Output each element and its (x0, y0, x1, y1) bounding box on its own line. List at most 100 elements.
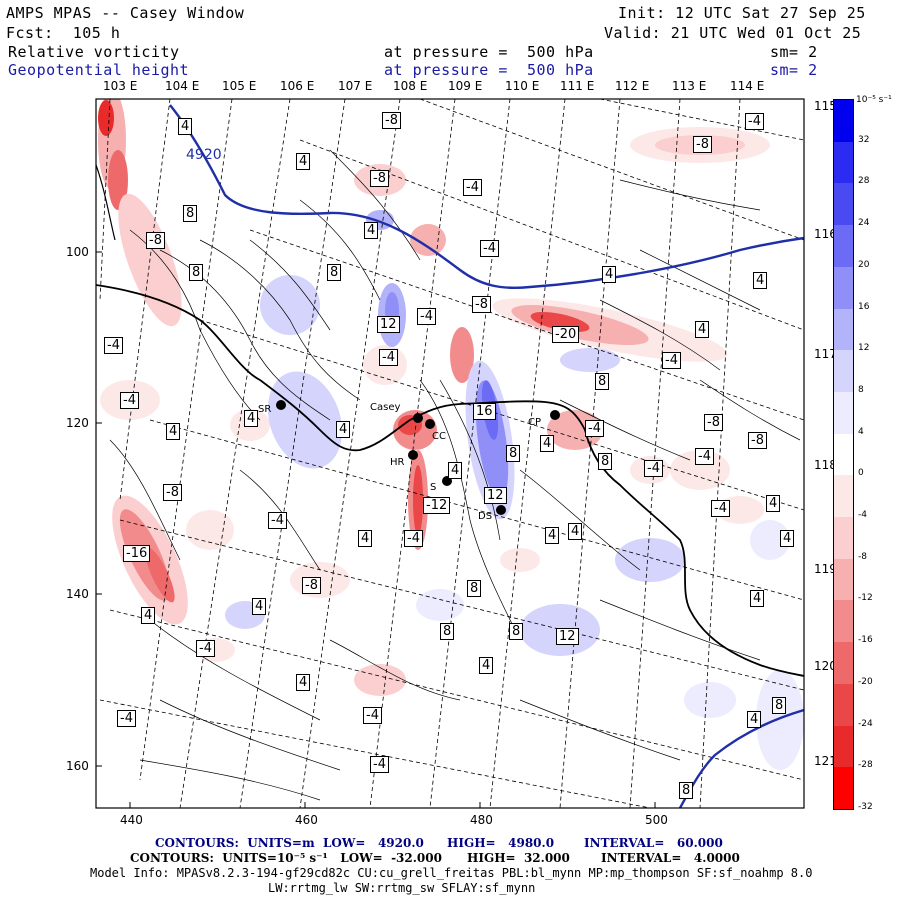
colorbar-label: 0 (858, 468, 864, 478)
colorbar-segment (834, 683, 853, 726)
height-contour-info: CONTOURS: UNITS=m LOW= 4920.0 (155, 836, 424, 850)
field1-name: Relative vorticity (8, 43, 180, 61)
coastline (96, 284, 804, 677)
contour-value-label: -4 (463, 179, 482, 196)
contour-value-label: 12 (556, 628, 579, 645)
colorbar-label: 20 (858, 260, 870, 270)
colorbar-label: -16 (858, 635, 873, 645)
vorticity-contour-info: CONTOURS: UNITS=10⁻⁵ s⁻¹ LOW= -32.000 (130, 851, 442, 865)
colorbar-label: 16 (858, 302, 870, 312)
contour-value-label: -4 (196, 640, 215, 657)
contour-value-label: -4 (120, 392, 139, 409)
colorbar-label: -4 (858, 510, 867, 520)
colorbar-label: -8 (858, 552, 867, 562)
contour-value-label: 4 (252, 598, 267, 615)
contour-value-label: -4 (585, 420, 604, 437)
contour-value-label: -20 (552, 326, 580, 343)
contour-value-label: -8 (693, 136, 712, 153)
contour-value-label: 8 (506, 445, 521, 462)
field1-level: at pressure = 500 hPa (384, 43, 594, 61)
height-contour-label: 4920 (186, 147, 222, 163)
colorbar-label: 8 (858, 385, 864, 395)
top-lon-label: 104 E (165, 79, 200, 93)
contour-value-label: -8 (302, 577, 321, 594)
top-lon-label: 108 E (393, 79, 428, 93)
colorbar (833, 99, 854, 810)
plot-title: AMPS MPAS -- Casey Window (6, 4, 245, 22)
contour-value-label: -4 (379, 349, 398, 366)
top-lon-label: 103 E (103, 79, 138, 93)
contour-value-label: 8 (598, 453, 613, 470)
contour-value-label: 4 (753, 272, 768, 289)
x-tick-label: 480 (470, 813, 493, 827)
colorbar-label: 24 (858, 218, 870, 228)
colorbar-segment (834, 642, 853, 684)
contour-value-label: 4 (448, 462, 463, 479)
station-label: CC (432, 431, 446, 442)
x-tick-label: 460 (295, 813, 318, 827)
contour-value-label: 4 (695, 321, 710, 338)
height-contour-high: HIGH= 4980.0 (447, 836, 555, 850)
y-tick-label: 120 (66, 416, 89, 430)
contour-value-label: 4 (178, 118, 193, 135)
vorticity-contours (109, 149, 801, 801)
contour-value-label: -8 (748, 432, 767, 449)
contour-value-label: -4 (711, 500, 730, 517)
colorbar-segment (834, 517, 853, 559)
colorbar-segment (834, 308, 853, 351)
contour-value-label: 12 (377, 316, 400, 333)
colorbar-segment (834, 100, 853, 142)
contour-value-label: 4 (479, 657, 494, 674)
x-tick-label: 500 (645, 813, 668, 827)
colorbar-label: 32 (858, 135, 870, 145)
station-label: Casey (370, 402, 401, 413)
contour-value-label: -8 (472, 296, 491, 313)
top-lon-label: 111 E (560, 79, 595, 93)
model-info-radiation: LW:rrtmg_lw SW:rrtmg_sw SFLAY:sf_mynn (268, 881, 536, 895)
contour-value-label: -8 (163, 484, 182, 501)
contour-value-label: -12 (423, 497, 451, 514)
contour-value-label: 4 (141, 607, 156, 624)
contour-value-label: 4 (166, 423, 181, 440)
contour-value-label: -4 (104, 337, 123, 354)
contour-value-label: -4 (117, 710, 136, 727)
valid-time: Valid: 21 UTC Wed 01 Oct 25 (604, 24, 862, 42)
colorbar-label: 12 (858, 343, 870, 353)
graticule (99, 99, 804, 808)
colorbar-segment (834, 475, 853, 518)
contour-value-label: 8 (183, 205, 198, 222)
contour-value-label: 4 (766, 495, 781, 512)
colorbar-label: 4 (858, 427, 864, 437)
colorbar-segment (834, 141, 853, 184)
vorticity-contour-interval: INTERVAL= 4.0000 (601, 851, 740, 865)
contour-value-label: 4 (568, 523, 583, 540)
field1-smoothing: sm= 2 (770, 43, 818, 61)
field2-smoothing: sm= 2 (770, 61, 818, 79)
contour-value-label: 8 (509, 623, 524, 640)
contour-value-label: -8 (382, 112, 401, 129)
contour-value-label: 8 (772, 697, 787, 714)
colorbar-segment (834, 350, 853, 392)
contour-value-label: 4 (750, 590, 765, 607)
top-lon-label: 105 E (222, 79, 257, 93)
contour-value-label: 4 (780, 530, 795, 547)
field2-name: Geopotential height (8, 61, 190, 79)
vorticity-contour-high: HIGH= 32.000 (467, 851, 570, 865)
contour-value-label: 16 (473, 403, 496, 420)
y-tick-label: 140 (66, 587, 89, 601)
contour-value-label: 8 (440, 623, 455, 640)
contour-value-label: 8 (327, 264, 342, 281)
top-lon-label: 113 E (672, 79, 707, 93)
colorbar-label: -12 (858, 593, 873, 603)
colorbar-label: -24 (858, 719, 873, 729)
colorbar-segment (834, 225, 853, 267)
forecast-hour: Fcst: 105 h (6, 24, 121, 42)
contour-value-label: 4 (747, 711, 762, 728)
contour-value-label: -4 (363, 707, 382, 724)
station-label: DS (478, 511, 493, 522)
contour-value-label: 4 (364, 222, 379, 239)
station-label: CP (528, 417, 542, 428)
contour-value-label: -8 (704, 414, 723, 431)
colorbar-segment (834, 183, 853, 226)
